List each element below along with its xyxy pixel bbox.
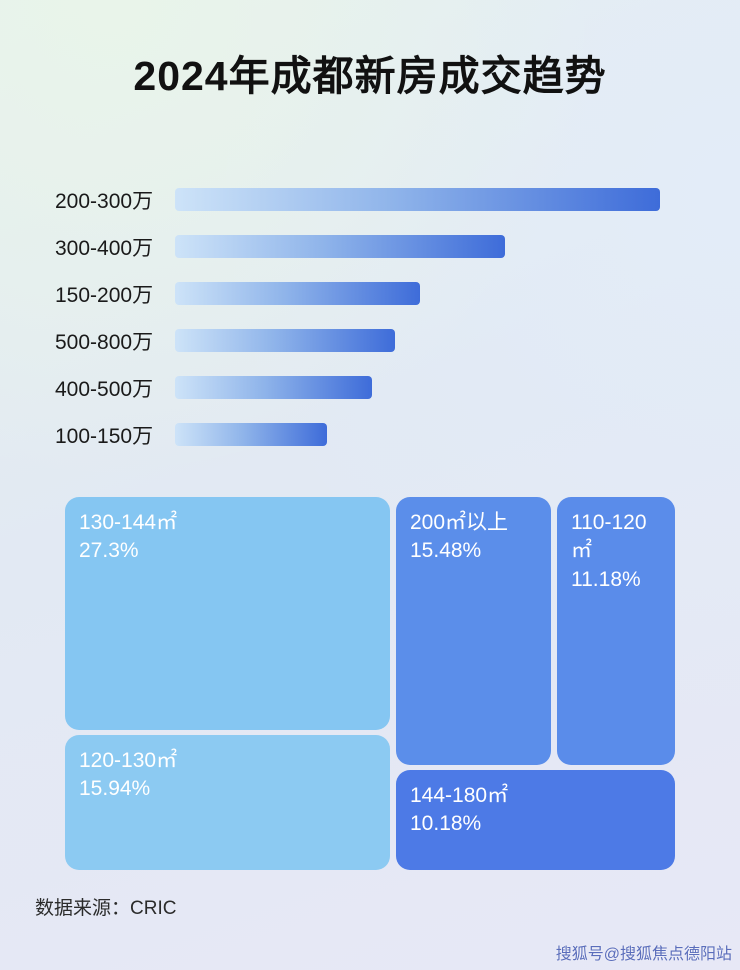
treemap-label: 110-120㎡ [571, 511, 647, 563]
bar [175, 188, 660, 211]
treemap-block: 120-130㎡ 15.94% [65, 735, 390, 870]
bar-category-label: 150-200万 [55, 283, 154, 307]
bar [175, 235, 505, 258]
price-range-bar-chart: 200-300万 300-400万 150-200万 500-800万 400- [55, 188, 660, 448]
treemap-block: 144-180㎡ 10.18% [396, 770, 675, 870]
treemap-label: 144-180㎡ [410, 784, 509, 807]
bar-row: 500-800万 [55, 329, 660, 354]
bar [175, 329, 396, 352]
bar-category-label: 200-300万 [55, 189, 154, 213]
bar [175, 282, 420, 305]
data-source-note: 数据来源：CRIC [35, 898, 177, 919]
treemap-label: 120-130㎡ [79, 749, 178, 772]
bar-track [175, 282, 660, 305]
bar-row: 300-400万 [55, 235, 660, 260]
bar-track [175, 188, 660, 211]
treemap-block: 110-120㎡ 11.18% [557, 497, 675, 765]
bar-row: 100-150万 [55, 423, 660, 448]
treemap-label: 130-144㎡ [79, 511, 178, 534]
bar-category-label: 300-400万 [55, 236, 154, 260]
bar-category-label: 400-500万 [55, 377, 154, 401]
bar-track [175, 423, 660, 446]
bar [175, 376, 372, 399]
treemap-value: 27.3% [79, 539, 139, 563]
bar-row: 400-500万 [55, 376, 660, 401]
bar-track [175, 376, 660, 399]
bar-row: 200-300万 [55, 188, 660, 213]
treemap-block: 200㎡以上 15.48% [396, 497, 551, 765]
treemap-value: 15.48% [410, 539, 482, 563]
area-size-treemap: 130-144㎡ 27.3% 200㎡以上 15.48% 110-120㎡ 11… [65, 497, 675, 870]
bar-category-label: 500-800万 [55, 330, 154, 354]
watermark-text: 搜狐号@搜狐焦点德阳站 [555, 946, 732, 963]
bar-track [175, 329, 660, 352]
bar [175, 423, 327, 446]
treemap-value: 10.18% [410, 812, 482, 836]
treemap-block: 130-144㎡ 27.3% [65, 497, 390, 730]
treemap-value: 15.94% [79, 777, 151, 801]
bar-category-label: 100-150万 [55, 424, 154, 448]
bar-track [175, 235, 660, 258]
bar-row: 150-200万 [55, 282, 660, 307]
page-title: 2024年成都新房成交趋势 [133, 53, 607, 99]
treemap-value: 11.18% [571, 567, 641, 591]
treemap-label: 200㎡以上 [410, 511, 509, 534]
